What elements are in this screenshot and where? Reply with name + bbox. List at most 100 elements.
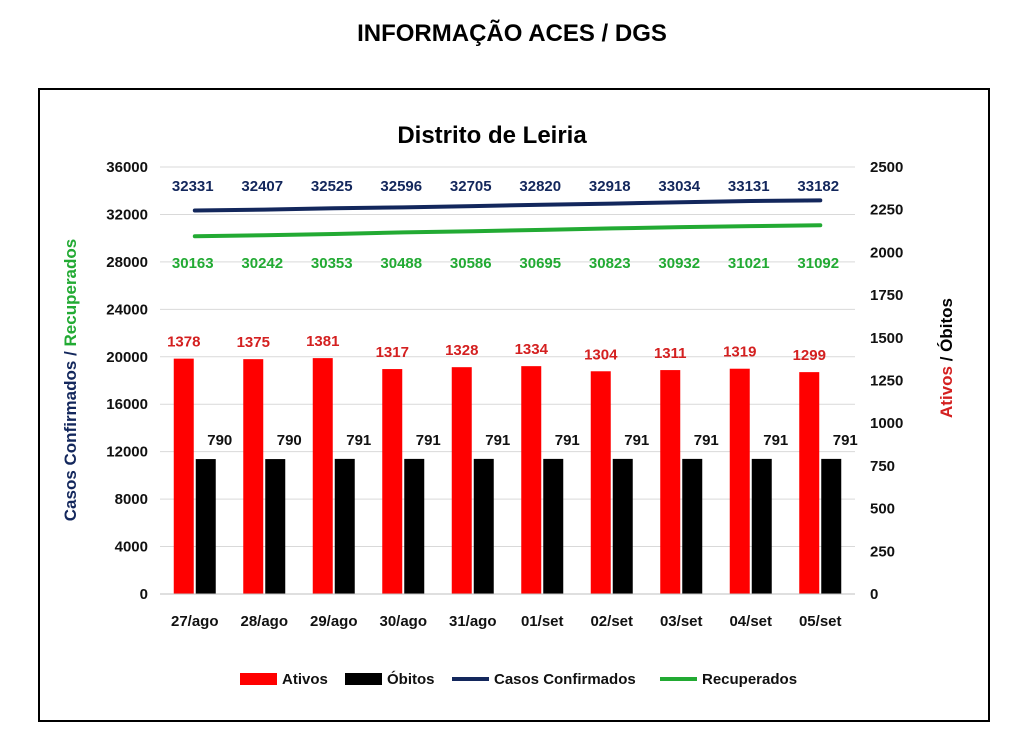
x-tick-label: 04/set	[729, 613, 772, 630]
x-tick-label: 27/ago	[171, 613, 219, 630]
bar-obitos	[751, 458, 772, 594]
right-tick-label: 250	[870, 543, 895, 560]
data-label-recuperados: 30242	[241, 255, 283, 272]
bar-obitos	[473, 458, 494, 594]
data-label-obitos: 791	[833, 432, 858, 449]
right-axis-title-sep: /	[937, 352, 956, 366]
bar-obitos	[543, 458, 564, 594]
chart-frame	[38, 88, 990, 722]
data-label-obitos: 791	[485, 432, 510, 449]
bar-ativos	[799, 372, 820, 594]
bar-obitos	[682, 458, 703, 594]
line-recuperados	[192, 223, 823, 239]
data-label-confirmados: 32918	[589, 178, 631, 195]
data-label-ativos: 1381	[306, 333, 339, 350]
data-label-recuperados: 30586	[450, 255, 492, 272]
left-tick-label: 28000	[106, 254, 148, 271]
data-label-obitos: 790	[277, 432, 302, 449]
data-label-ativos: 1299	[793, 347, 826, 364]
data-label-obitos: 791	[416, 432, 441, 449]
left-tick-label: 24000	[106, 301, 148, 318]
x-tick-label: 05/set	[799, 613, 842, 630]
bar-ativos	[590, 371, 611, 594]
bar-ativos	[243, 359, 264, 594]
data-label-recuperados: 30353	[311, 255, 353, 272]
line-casos-confirmados	[192, 198, 823, 213]
data-label-confirmados: 32705	[450, 178, 492, 195]
x-tick-label: 28/ago	[240, 613, 288, 630]
bar-obitos	[612, 458, 633, 594]
left-tick-label: 8000	[115, 491, 148, 508]
data-label-recuperados: 31092	[797, 255, 839, 272]
right-tick-label: 0	[870, 586, 878, 603]
legend-obitos-swatch	[345, 673, 382, 685]
legend: Ativos Óbitos Casos Confirmados Recuperados	[240, 670, 797, 688]
page-title: INFORMAÇÃO ACES / DGS	[357, 20, 667, 47]
right-tick-label: 2250	[870, 202, 903, 219]
x-tick-label: 02/set	[590, 613, 633, 630]
data-label-ativos: 1378	[167, 334, 200, 351]
left-axis-title: Casos Confirmados / Recuperados	[61, 239, 80, 521]
legend-ativos-swatch	[240, 673, 277, 685]
data-label-recuperados: 30823	[589, 255, 631, 272]
right-axis-title-part1: Ativos	[937, 366, 956, 418]
x-tick-label: 01/set	[521, 613, 564, 630]
right-tick-label: 1500	[870, 330, 903, 347]
data-label-ativos: 1304	[584, 346, 618, 363]
data-label-confirmados: 32820	[519, 178, 561, 195]
data-label-recuperados: 30695	[519, 255, 561, 272]
x-tick-label: 30/ago	[379, 613, 427, 630]
left-tick-label: 0	[140, 586, 148, 603]
data-label-recuperados: 30163	[172, 255, 214, 272]
right-tick-label: 2500	[870, 159, 903, 176]
bar-ativos	[173, 358, 194, 594]
data-label-confirmados: 33131	[728, 178, 770, 195]
right-tick-label: 1250	[870, 373, 903, 390]
left-axis-title-sep: /	[61, 346, 80, 360]
bar-obitos	[821, 458, 842, 594]
data-label-ativos: 1311	[654, 345, 687, 362]
right-tick-label: 500	[870, 501, 895, 518]
legend-obitos-label: Óbitos	[387, 670, 435, 688]
data-label-ativos: 1375	[237, 334, 270, 351]
data-label-ativos: 1328	[445, 342, 478, 359]
right-tick-label: 750	[870, 458, 895, 475]
data-label-ativos: 1317	[376, 344, 409, 361]
left-tick-label: 32000	[106, 206, 148, 223]
chart-title: Distrito de Leiria	[397, 122, 587, 149]
bar-ativos	[451, 367, 472, 594]
right-axis-title: Ativos / Óbitos	[937, 298, 956, 418]
left-tick-label: 4000	[115, 539, 148, 556]
data-label-obitos: 791	[555, 432, 580, 449]
data-label-confirmados: 32596	[380, 178, 422, 195]
right-axis-title-part2: Óbitos	[937, 298, 956, 352]
right-tick-label: 1750	[870, 287, 903, 304]
data-label-recuperados: 30932	[658, 255, 700, 272]
data-label-recuperados: 31021	[728, 255, 770, 272]
left-tick-label: 36000	[106, 159, 148, 176]
data-label-recuperados: 30488	[380, 255, 422, 272]
bar-ativos	[660, 370, 681, 594]
data-label-ativos: 1334	[515, 341, 549, 358]
left-tick-label: 12000	[106, 444, 148, 461]
legend-ativos-label: Ativos	[282, 671, 328, 688]
x-tick-label: 29/ago	[310, 613, 358, 630]
bar-ativos	[521, 366, 542, 594]
legend-casos-confirmados-label: Casos Confirmados	[494, 671, 636, 688]
legend-recuperados-label: Recuperados	[702, 671, 797, 688]
lines	[192, 198, 823, 239]
x-tick-label: 31/ago	[449, 613, 497, 630]
left-axis-title-part1: Casos Confirmados	[61, 361, 80, 522]
bar-ativos	[382, 369, 403, 594]
data-label-confirmados: 32525	[311, 178, 353, 195]
bar-obitos	[195, 459, 216, 594]
data-label-confirmados: 33182	[797, 178, 839, 195]
data-label-obitos: 791	[694, 432, 719, 449]
data-label-obitos: 791	[346, 432, 371, 449]
data-label-confirmados: 32407	[241, 178, 283, 195]
data-label-obitos: 791	[624, 432, 649, 449]
data-label-obitos: 790	[207, 432, 232, 449]
bar-ativos	[729, 368, 750, 594]
bar-obitos	[404, 458, 425, 594]
